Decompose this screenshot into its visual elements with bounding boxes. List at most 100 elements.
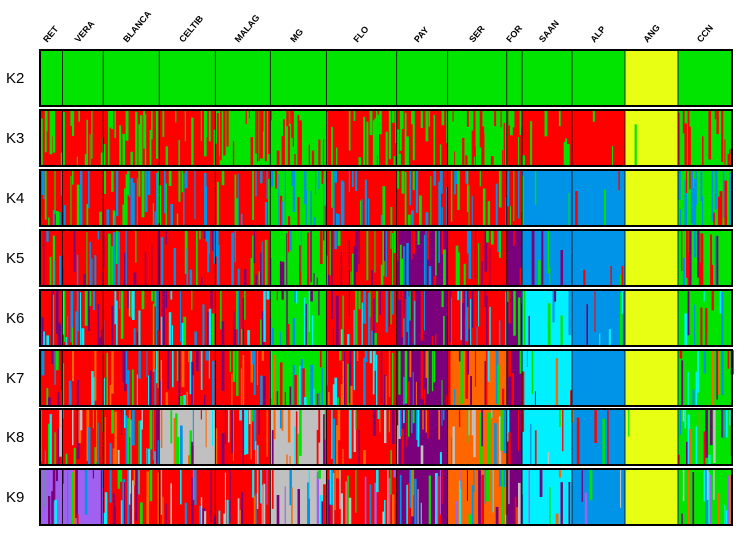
admixture-segment xyxy=(127,469,130,524)
admixture-segment xyxy=(423,234,426,286)
admixture-segment xyxy=(256,110,258,162)
bar-segment xyxy=(624,50,678,106)
bar-segment xyxy=(571,230,625,286)
bar-k3-saan xyxy=(522,110,572,166)
admixture-segment xyxy=(276,150,280,166)
admixture-segment xyxy=(289,110,291,124)
bar-k4-celtib xyxy=(159,170,216,226)
admixture-segment xyxy=(221,350,225,391)
admixture-segment xyxy=(528,315,530,346)
bar-k9-ccn xyxy=(677,469,732,525)
admixture-segment xyxy=(682,257,685,286)
bar-k9-celtib xyxy=(159,469,216,525)
admixture-segment xyxy=(284,486,286,525)
bar-k2-mg xyxy=(270,50,327,106)
admixture-segment xyxy=(560,250,563,286)
admixture-segment xyxy=(706,332,708,346)
admixture-segment xyxy=(260,170,263,184)
admixture-segment xyxy=(292,170,296,212)
admixture-segment xyxy=(724,139,726,166)
admixture-segment xyxy=(337,397,339,406)
admixture-segment xyxy=(94,255,97,286)
admixture-segment xyxy=(122,350,125,383)
admixture-segment xyxy=(372,409,376,436)
admixture-segment xyxy=(412,170,415,191)
admixture-segment xyxy=(502,469,505,525)
admixture-segment xyxy=(76,156,78,166)
admixture-segment xyxy=(202,304,205,346)
admixture-segment xyxy=(450,297,452,346)
admixture-segment xyxy=(479,170,481,187)
admixture-segment xyxy=(310,230,312,283)
bar-k5-alp xyxy=(571,230,625,286)
bar-k3-ret xyxy=(40,110,63,166)
admixture-segment xyxy=(492,469,494,513)
bar-segment xyxy=(571,170,625,226)
admixture-segment xyxy=(117,232,120,286)
admixture-segment xyxy=(308,469,310,499)
admixture-segment xyxy=(729,474,731,525)
bar-k4-pay xyxy=(396,170,448,226)
admixture-segment xyxy=(703,469,705,502)
admixture-segment xyxy=(721,292,724,346)
admixture-segment xyxy=(560,315,563,346)
admixture-segment xyxy=(583,269,586,286)
admixture-segment xyxy=(347,475,349,525)
admixture-segment xyxy=(120,409,123,436)
admixture-segment xyxy=(184,110,186,142)
admixture-segment xyxy=(390,207,393,226)
admixture-segment xyxy=(423,389,426,406)
admixture-segment xyxy=(59,255,61,286)
admixture-segment xyxy=(541,230,544,286)
bar-k4-vera xyxy=(62,170,104,226)
admixture-segment xyxy=(729,409,732,426)
admixture-segment xyxy=(618,170,620,191)
admixture-segment xyxy=(474,350,477,387)
admixture-segment xyxy=(237,268,240,286)
admixture-segment xyxy=(409,350,412,378)
bar-k5-ret xyxy=(40,230,63,286)
admixture-segment xyxy=(392,290,394,315)
admixture-segment xyxy=(73,469,76,525)
admixture-segment xyxy=(534,170,537,205)
admixture-segment xyxy=(315,170,317,195)
admixture-segment xyxy=(295,290,298,304)
admixture-segment xyxy=(503,122,506,166)
admixture-segment xyxy=(117,449,120,465)
bar-k9-ret xyxy=(40,469,63,525)
admixture-segment xyxy=(261,485,263,525)
admixture-segment xyxy=(331,469,334,506)
admixture-segment xyxy=(43,232,45,286)
admixture-segment xyxy=(481,474,484,525)
admixture-segment xyxy=(340,493,343,525)
admixture-segment xyxy=(339,469,341,510)
admixture-segment xyxy=(473,409,476,458)
admixture-segment xyxy=(59,325,61,346)
admixture-segment xyxy=(466,350,470,375)
admixture-segment xyxy=(352,253,355,286)
admixture-segment xyxy=(297,489,300,525)
admixture-segment xyxy=(86,409,90,462)
admixture-segment xyxy=(205,350,209,361)
admixture-segment xyxy=(404,112,407,166)
admixture-segment xyxy=(256,469,259,509)
admixture-segment xyxy=(91,258,93,286)
admixture-segment xyxy=(433,170,436,186)
admixture-segment xyxy=(369,350,372,364)
admixture-segment xyxy=(176,350,179,381)
admixture-segment xyxy=(260,319,263,346)
admixture-segment xyxy=(468,328,471,346)
bar-segment xyxy=(522,230,572,286)
admixture-segment xyxy=(620,292,623,346)
admixture-segment xyxy=(700,170,703,202)
admixture-segment xyxy=(581,469,583,502)
bar-segment xyxy=(624,290,678,346)
admixture-segment xyxy=(130,151,133,166)
bar-k9-ser xyxy=(447,469,507,525)
admixture-segment xyxy=(450,437,452,465)
admixture-segment xyxy=(486,469,489,502)
bar-k2-ccn xyxy=(677,50,732,106)
admixture-segment xyxy=(409,170,412,206)
admixture-segment xyxy=(141,170,145,218)
admixture-segment xyxy=(260,375,263,406)
